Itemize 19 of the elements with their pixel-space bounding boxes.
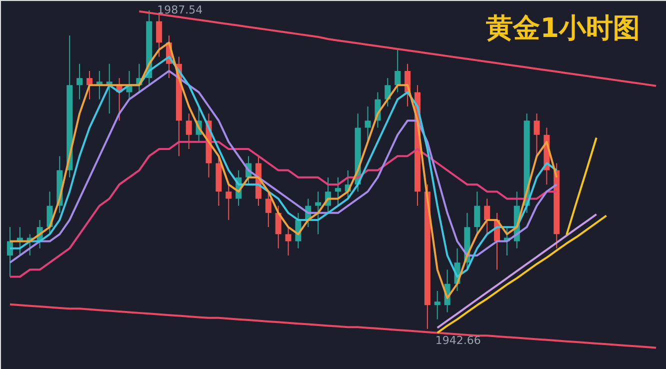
candlestick [285,226,292,256]
candlestick [334,176,341,206]
candlestick [76,63,83,100]
candlestick [275,205,282,249]
candlestick [384,78,391,107]
candlestick [534,113,540,157]
annotation: 1987.54 [157,3,203,16]
candlestick [226,184,232,220]
candlestick [156,14,162,58]
candlestick [474,191,480,235]
candlestick [86,70,92,100]
candlestick [434,290,440,320]
candlestick [265,191,272,228]
candlestick [186,113,192,150]
annotation: 1942.66 [435,334,481,347]
candlestick [394,49,401,93]
candlestick [484,198,490,235]
text: 黄金1小时图 [485,13,640,44]
candlestick [315,191,322,235]
